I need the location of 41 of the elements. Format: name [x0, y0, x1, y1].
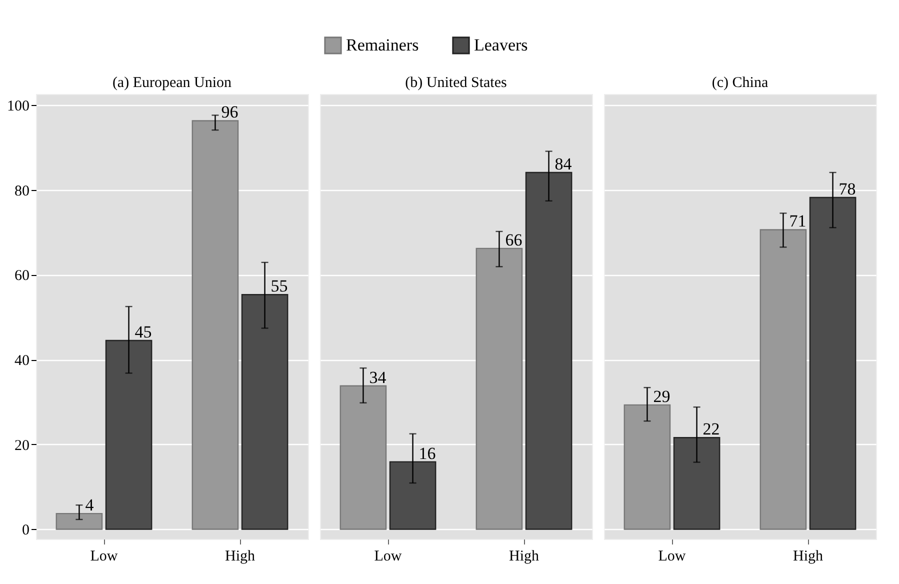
data-label: 78 — [838, 180, 856, 199]
x-tick-label: High — [225, 548, 256, 564]
bar — [105, 340, 152, 530]
bar — [56, 512, 103, 530]
data-label: 45 — [134, 322, 152, 342]
data-label: 84 — [554, 154, 572, 174]
data-label: 96 — [221, 102, 238, 122]
bar — [241, 294, 288, 530]
legend-label: Remainers — [346, 35, 419, 54]
legend-label: Leavers — [474, 35, 528, 54]
y-tick-label: 40 — [14, 353, 30, 370]
y-tick-label: 100 — [7, 98, 30, 115]
bar — [673, 437, 720, 530]
chart-title: (b) United States — [405, 75, 507, 91]
data-label: 16 — [418, 444, 436, 463]
x-tick-label: High — [793, 548, 824, 564]
data-label: 4 — [85, 496, 94, 515]
data-label: 29 — [653, 386, 670, 406]
bar — [760, 229, 807, 530]
data-label: 22 — [702, 420, 720, 439]
data-label: 66 — [505, 230, 522, 250]
y-tick-label: 80 — [14, 183, 30, 200]
bar — [525, 172, 572, 530]
chart-title: (a) European Union — [112, 75, 232, 91]
y-tick-label: 0 — [22, 522, 30, 539]
bar — [192, 120, 239, 530]
bar — [389, 461, 436, 530]
x-tick-label: Low — [90, 548, 118, 564]
bar — [809, 196, 856, 530]
bar — [476, 248, 523, 530]
x-tick-label: High — [509, 548, 540, 564]
chart-title: (c) China — [712, 75, 768, 91]
bar — [624, 404, 671, 530]
y-tick-label: 20 — [14, 438, 30, 454]
bar — [340, 385, 387, 530]
x-tick-label: Low — [658, 548, 686, 564]
data-label: 55 — [270, 276, 288, 296]
x-tick-label: Low — [374, 548, 402, 564]
y-tick-label: 60 — [14, 268, 30, 284]
data-label: 71 — [789, 212, 806, 231]
data-label: 34 — [369, 368, 387, 387]
